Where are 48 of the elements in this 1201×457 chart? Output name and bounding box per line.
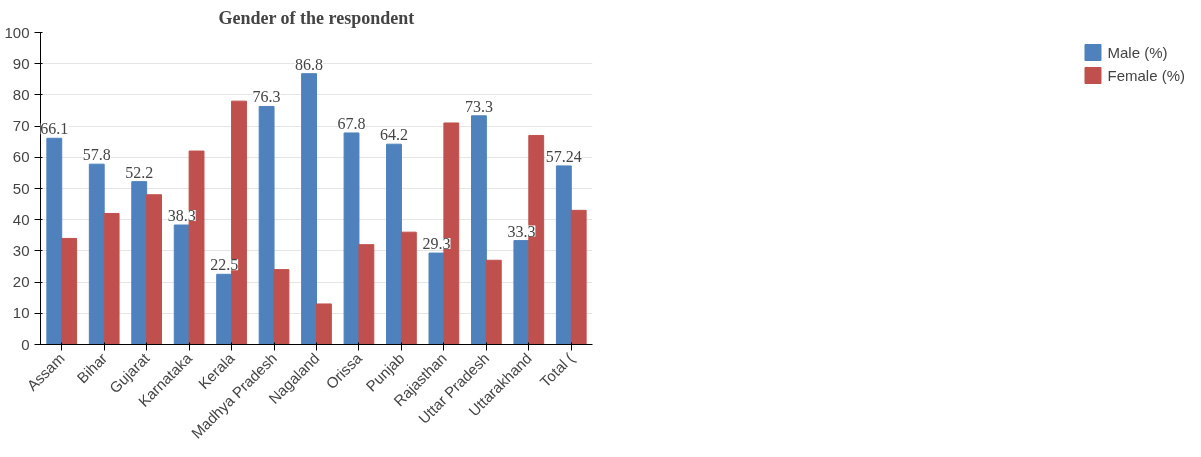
bar [131,181,148,345]
data-label: 57.8 [82,146,111,164]
bar [485,259,502,345]
data-label: 38.3 [167,207,196,224]
y-tick-label: 10 [12,304,30,322]
chart-title: Gender of the respondent [218,7,415,28]
y-tick-label: 40 [12,210,30,228]
bar [555,165,572,345]
bar [343,132,360,345]
bar [146,194,163,345]
bar [428,252,445,345]
bar [46,137,63,345]
y-tick-label: 20 [12,273,30,291]
data-label: 22.5 [210,256,239,274]
data-label: 76.3 [252,88,281,106]
data-label: 33.3 [507,222,536,240]
bar [400,231,417,345]
bar [258,105,275,345]
bar [358,244,375,345]
bar [88,163,105,345]
bar [316,303,332,345]
data-label: 67.8 [337,114,366,132]
bar [216,273,233,345]
y-tick-label: 70 [12,117,30,135]
bar [570,209,587,345]
y-tick-label: 100 [4,23,30,41]
y-tick-label: 0 [21,335,30,353]
data-label: 73.3 [464,97,493,115]
data-label: 57.24 [545,147,582,165]
bar [103,212,120,345]
y-tick-label: 90 [12,54,30,72]
y-tick-label: 60 [12,148,30,166]
data-label: 52.2 [125,163,154,181]
bar [301,73,317,345]
legend-label: Male (%) [1107,43,1168,61]
y-tick-label: 50 [12,179,30,197]
legend-label: Female (%) [1107,66,1185,84]
y-tick-label: 80 [12,85,30,103]
data-label: 64.2 [379,126,408,144]
bar [61,237,78,345]
bar [513,240,530,345]
data-label: 86.8 [295,55,324,73]
y-tick-label: 30 [12,241,30,259]
bar [470,115,487,345]
bar [386,143,402,345]
bar [273,269,290,345]
data-label: 29.3 [422,235,451,253]
data-label: 66.1 [40,120,69,138]
